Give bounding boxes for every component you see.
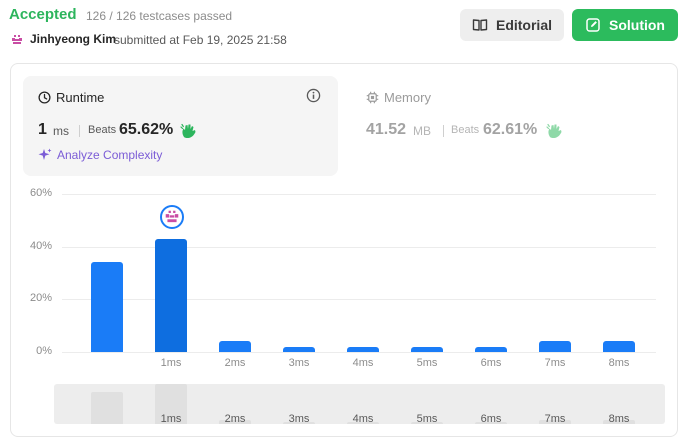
memory-beats-percent: 62.61% xyxy=(483,121,538,138)
status-accepted: Accepted xyxy=(9,6,77,23)
chart-bar[interactable] xyxy=(283,346,315,352)
navigator-tick-label: 7ms xyxy=(544,413,566,425)
x-tick-label: 3ms xyxy=(288,357,310,369)
navigator-bar xyxy=(411,422,443,424)
chart-bar[interactable] xyxy=(155,238,187,352)
avatar-icon[interactable] xyxy=(10,33,24,47)
analyze-complexity-link[interactable]: Analyze Complexity xyxy=(38,148,162,162)
memory-unit: MB xyxy=(413,124,431,138)
x-tick-label: 1ms xyxy=(160,357,182,369)
memory-beats-label: Beats xyxy=(451,124,480,136)
chart-bar[interactable] xyxy=(347,346,379,352)
navigator-bar xyxy=(91,392,123,424)
submitted-time: submitted at Feb 19, 2025 21:58 xyxy=(114,33,287,47)
y-tick-label: 40% xyxy=(29,239,52,252)
memory-value: 41.52 xyxy=(366,121,407,138)
chart-bar[interactable] xyxy=(603,341,635,352)
chart-gridline xyxy=(62,246,656,248)
editorial-button[interactable]: Editorial xyxy=(460,9,564,41)
navigator-tick-label: 6ms xyxy=(480,413,502,425)
navigator-tick-label: 2ms xyxy=(224,413,246,425)
chart-bar[interactable] xyxy=(475,346,507,352)
memory-title[interactable]: Memory xyxy=(366,90,431,105)
y-tick-label: 0% xyxy=(36,345,52,357)
runtime-title: Runtime xyxy=(38,90,104,105)
navigator-tick-label: 3ms xyxy=(288,413,310,425)
book-icon xyxy=(472,19,488,31)
navigator-bar xyxy=(539,420,571,424)
result-card xyxy=(10,63,678,437)
y-tick-label: 60% xyxy=(29,187,52,199)
clock-icon xyxy=(38,91,51,104)
solution-label: Solution xyxy=(609,17,665,33)
navigator-tick-label: 8ms xyxy=(608,413,630,425)
memory-title-text: Memory xyxy=(384,90,431,105)
navigator-bar xyxy=(347,422,379,424)
chart-bar[interactable] xyxy=(219,341,251,352)
x-tick-label: 2ms xyxy=(224,357,246,369)
navigator-bar xyxy=(219,420,251,424)
chart-gridline xyxy=(62,299,656,301)
hands-clap-icon xyxy=(546,122,564,145)
x-tick-label: 6ms xyxy=(480,357,502,369)
runtime-title-text: Runtime xyxy=(56,90,105,105)
navigator-tick-label: 1ms xyxy=(160,413,182,425)
avatar-icon xyxy=(160,205,184,229)
runtime-value: 1 xyxy=(38,121,47,138)
runtime-beats-label: Beats xyxy=(88,124,117,136)
navigator-bar xyxy=(283,422,315,424)
navigator-bar xyxy=(475,422,507,424)
runtime-unit: ms xyxy=(53,124,69,138)
chart-gridline xyxy=(62,194,656,195)
runtime-panel[interactable] xyxy=(23,76,338,176)
navigator-tick-label: 5ms xyxy=(416,413,438,425)
x-tick-label: 8ms xyxy=(608,357,630,369)
navigator-bar xyxy=(603,420,635,424)
chart-bar[interactable] xyxy=(91,262,123,352)
username[interactable]: Jinhyeong Kim xyxy=(30,32,117,46)
divider xyxy=(443,125,444,137)
testcases-passed: 126 / 126 testcases passed xyxy=(86,9,233,23)
navigator-bar xyxy=(155,383,187,424)
sparkle-icon xyxy=(38,148,52,160)
chip-icon xyxy=(366,91,379,104)
runtime-beats-percent: 65.62% xyxy=(119,121,174,138)
divider xyxy=(79,125,80,137)
chart-bar[interactable] xyxy=(539,341,571,352)
chart-gridline xyxy=(62,352,656,353)
solution-button[interactable]: Solution xyxy=(572,9,678,41)
x-tick-label: 7ms xyxy=(544,357,566,369)
x-tick-label: 4ms xyxy=(352,357,374,369)
y-tick-label: 20% xyxy=(29,292,52,305)
analyze-complexity-label: Analyze Complexity xyxy=(57,148,163,162)
chart-bar[interactable] xyxy=(411,346,443,352)
navigator-tick-label: 4ms xyxy=(352,413,374,425)
hands-clap-icon xyxy=(180,122,198,145)
info-icon[interactable] xyxy=(306,88,321,108)
x-tick-label: 5ms xyxy=(416,357,438,369)
editorial-label: Editorial xyxy=(495,17,552,33)
edit-icon xyxy=(586,18,600,32)
